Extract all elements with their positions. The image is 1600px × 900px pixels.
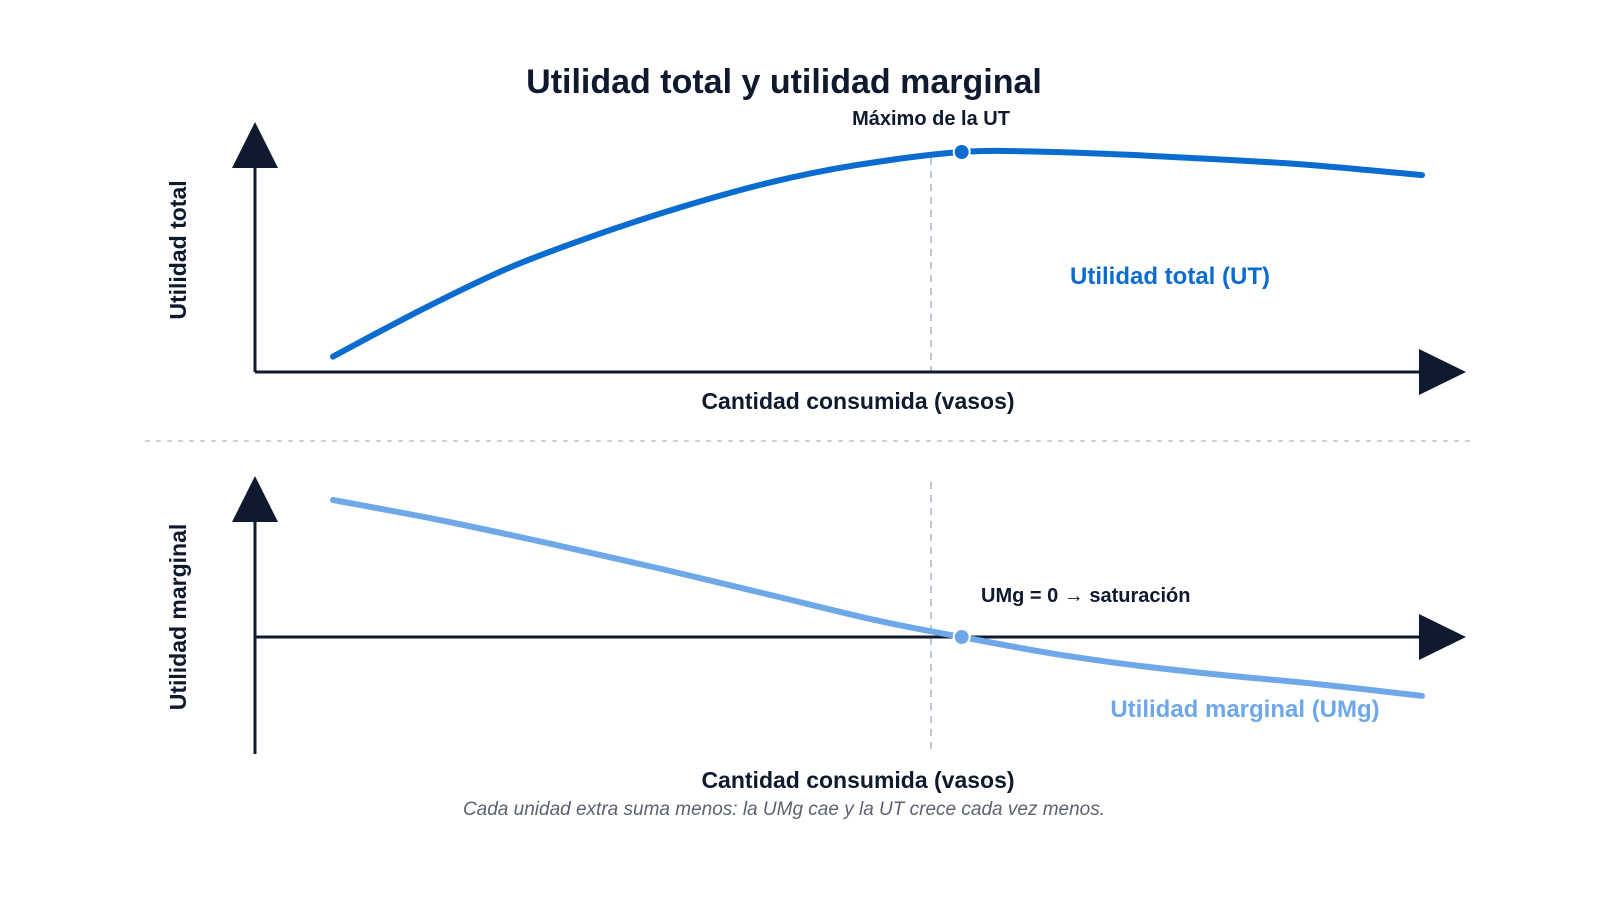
top-x-axis-arrow <box>1419 349 1466 395</box>
ut-peak-marker <box>952 143 971 161</box>
umg-curve <box>330 497 1425 699</box>
top-panel: Máximo de la UT Utilidad total (UT) Util… <box>165 108 1466 414</box>
chart-title: Utilidad total y utilidad marginal <box>526 63 1042 101</box>
top-x-axis-label: Cantidad consumida (vasos) <box>701 388 1014 414</box>
top-y-axis-arrow <box>232 122 278 168</box>
umg-zero-marker <box>952 628 971 646</box>
bottom-panel: UMg = 0 → saturación Utilidad marginal (… <box>165 476 1466 793</box>
bottom-y-axis-arrow <box>232 476 278 522</box>
umg-series-label: Utilidad marginal (UMg) <box>1110 696 1379 723</box>
bottom-x-axis-arrow <box>1419 614 1466 660</box>
bottom-y-axis-label: Utilidad marginal <box>165 524 191 711</box>
ut-series-label: Utilidad total (UT) <box>1070 263 1270 290</box>
top-y-axis-label: Utilidad total <box>165 180 191 319</box>
umg-zero-label: UMg = 0 → saturación <box>981 585 1191 607</box>
bottom-x-axis-label: Cantidad consumida (vasos) <box>701 767 1014 793</box>
ut-curve <box>330 147 1425 360</box>
caption: Cada unidad extra suma menos: la UMg cae… <box>463 799 1105 820</box>
ut-peak-label: Máximo de la UT <box>852 108 1010 130</box>
